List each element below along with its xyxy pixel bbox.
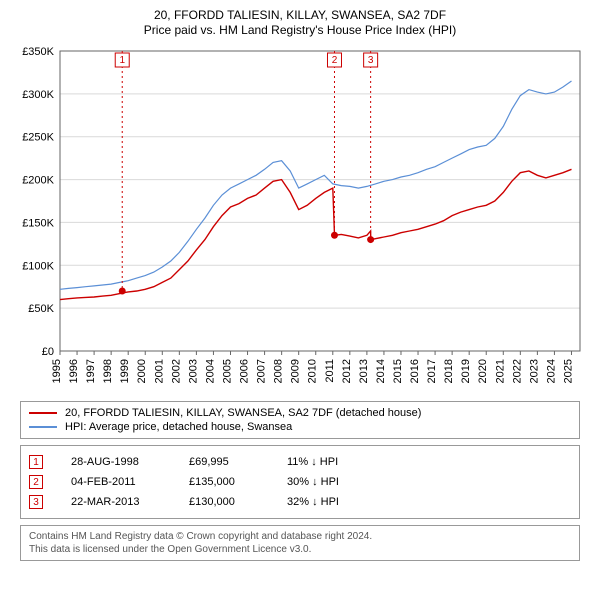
svg-text:£0: £0 xyxy=(42,346,54,358)
svg-text:2012: 2012 xyxy=(341,359,353,383)
svg-text:2024: 2024 xyxy=(545,359,557,383)
svg-text:2020: 2020 xyxy=(477,359,489,383)
svg-text:2017: 2017 xyxy=(426,359,438,383)
event-diff: 30% ↓ HPI xyxy=(287,476,339,488)
event-date: 22-MAR-2013 xyxy=(71,496,161,508)
event-row: 2 04-FEB-2011 £135,000 30% ↓ HPI xyxy=(29,472,571,492)
svg-text:£50K: £50K xyxy=(28,303,54,315)
svg-text:2008: 2008 xyxy=(273,359,285,383)
event-price: £69,995 xyxy=(189,456,259,468)
svg-text:£250K: £250K xyxy=(22,132,54,144)
svg-text:2011: 2011 xyxy=(324,359,336,383)
price-chart: £0 £50K £100K £150K £200K £250K £300K £350K 1995… xyxy=(10,43,590,393)
attribution-footer: Contains HM Land Registry data © Crown c… xyxy=(20,525,580,561)
legend: 20, FFORDD TALIESIN, KILLAY, SWANSEA, SA… xyxy=(20,401,580,439)
svg-text:3: 3 xyxy=(368,55,374,66)
footer-line1: Contains HM Land Registry data © Crown c… xyxy=(29,530,571,543)
svg-text:1: 1 xyxy=(119,55,125,66)
event-row: 1 28-AUG-1998 £69,995 11% ↓ HPI xyxy=(29,452,571,472)
event-price: £130,000 xyxy=(189,496,259,508)
svg-text:2014: 2014 xyxy=(375,359,387,383)
svg-text:2000: 2000 xyxy=(136,359,148,383)
svg-text:2025: 2025 xyxy=(562,359,574,383)
svg-text:2022: 2022 xyxy=(511,359,523,383)
svg-text:£150K: £150K xyxy=(22,217,54,229)
event-diff: 11% ↓ HPI xyxy=(287,456,338,468)
event-marker: 1 xyxy=(29,455,43,469)
svg-text:2001: 2001 xyxy=(153,359,165,383)
svg-text:2003: 2003 xyxy=(187,359,199,383)
svg-text:2002: 2002 xyxy=(170,359,182,383)
svg-text:1996: 1996 xyxy=(68,359,80,383)
svg-text:1997: 1997 xyxy=(85,359,97,383)
svg-text:2019: 2019 xyxy=(460,359,472,383)
svg-text:£200K: £200K xyxy=(22,175,54,187)
event-price: £135,000 xyxy=(189,476,259,488)
svg-text:2: 2 xyxy=(332,55,338,66)
event-diff: 32% ↓ HPI xyxy=(287,496,339,508)
event-row: 3 22-MAR-2013 £130,000 32% ↓ HPI xyxy=(29,492,571,512)
svg-text:2016: 2016 xyxy=(409,359,421,383)
svg-text:2010: 2010 xyxy=(307,359,319,383)
svg-text:2009: 2009 xyxy=(290,359,302,383)
svg-text:£350K: £350K xyxy=(22,46,54,58)
svg-text:2007: 2007 xyxy=(256,359,268,383)
event-marker: 3 xyxy=(29,495,43,509)
legend-label: HPI: Average price, detached house, Swan… xyxy=(65,421,292,433)
svg-text:1999: 1999 xyxy=(119,359,131,383)
legend-row: HPI: Average price, detached house, Swan… xyxy=(29,420,571,434)
svg-text:2006: 2006 xyxy=(239,359,251,383)
svg-text:2015: 2015 xyxy=(392,359,404,383)
svg-text:2005: 2005 xyxy=(221,359,233,383)
events-table: 1 28-AUG-1998 £69,995 11% ↓ HPI 2 04-FEB-2011… xyxy=(20,445,580,519)
svg-text:£300K: £300K xyxy=(22,89,54,101)
legend-swatch xyxy=(29,412,57,414)
svg-text:1995: 1995 xyxy=(51,359,63,383)
event-marker: 2 xyxy=(29,475,43,489)
svg-text:1998: 1998 xyxy=(102,359,114,383)
svg-text:2023: 2023 xyxy=(528,359,540,383)
svg-text:2018: 2018 xyxy=(443,359,455,383)
svg-text:2013: 2013 xyxy=(358,359,370,383)
event-date: 28-AUG-1998 xyxy=(71,456,161,468)
legend-label: 20, FFORDD TALIESIN, KILLAY, SWANSEA, SA… xyxy=(65,407,421,419)
svg-text:2004: 2004 xyxy=(204,359,216,383)
page-title-subtitle: Price paid vs. HM Land Registry's House … xyxy=(10,23,590,37)
svg-text:2021: 2021 xyxy=(494,359,506,383)
page-title-address: 20, FFORDD TALIESIN, KILLAY, SWANSEA, SA… xyxy=(10,8,590,22)
svg-text:£100K: £100K xyxy=(22,260,54,272)
event-date: 04-FEB-2011 xyxy=(71,476,161,488)
footer-line2: This data is licensed under the Open Gov… xyxy=(29,543,571,556)
legend-row: 20, FFORDD TALIESIN, KILLAY, SWANSEA, SA… xyxy=(29,406,571,420)
legend-swatch xyxy=(29,426,57,428)
